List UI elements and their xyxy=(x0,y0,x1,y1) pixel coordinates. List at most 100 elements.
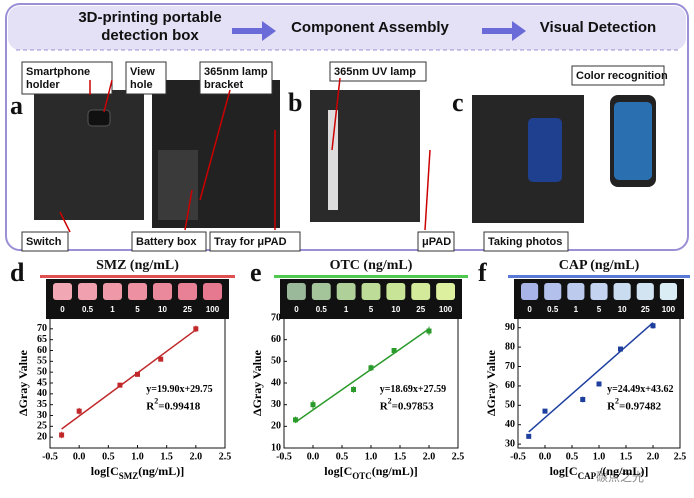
callout-label: bracket xyxy=(204,79,243,91)
x-tick-label: 0.5 xyxy=(102,451,115,462)
callout-label: 365nm UV lamp xyxy=(334,66,416,78)
x-axis-label-part: CAP xyxy=(578,471,597,481)
swatch-label: 5 xyxy=(369,305,374,314)
callout-box xyxy=(209,231,301,252)
r-squared-part: R xyxy=(607,400,616,412)
swatch-label: 25 xyxy=(641,305,650,314)
swatch-label: 1 xyxy=(110,305,115,314)
y-tick-label: 50 xyxy=(271,356,281,367)
y-tick-label: 90 xyxy=(505,322,515,333)
panel-letter: c xyxy=(452,88,464,117)
swatch xyxy=(386,283,406,300)
y-tick-label: 50 xyxy=(37,366,47,377)
watermark: 碳点之光 xyxy=(596,470,644,484)
y-tick-label: 50 xyxy=(505,400,515,411)
pointer xyxy=(59,211,71,233)
swatch-label: 100 xyxy=(662,305,676,314)
step-title: detection box xyxy=(101,27,199,44)
swatch-label: 0.5 xyxy=(82,305,94,314)
swatch xyxy=(103,283,122,300)
x-tick-label: -0.5 xyxy=(42,451,58,462)
x-tick-label: 1.5 xyxy=(160,451,173,462)
y-tick-label: 55 xyxy=(37,356,47,367)
swatch-label: 100 xyxy=(206,305,220,314)
y-axis-label: ΔGray Value xyxy=(484,349,498,416)
swatch-label: 5 xyxy=(135,305,140,314)
x-tick-label: 1.5 xyxy=(620,451,633,462)
x-tick-label: 0.5 xyxy=(336,451,349,462)
callout-box xyxy=(571,65,665,86)
y-tick-label: 40 xyxy=(271,377,281,388)
swatch xyxy=(153,283,172,300)
y-tick-label: 45 xyxy=(37,377,47,388)
x-tick-label: 0.0 xyxy=(307,451,320,462)
swatch xyxy=(178,283,197,300)
y-tick-label: 80 xyxy=(505,341,515,352)
swatch xyxy=(613,283,631,300)
x-tick-label: 2.0 xyxy=(190,451,203,462)
chart-title: OTC (ng/mL) xyxy=(330,258,413,273)
x-tick-label: 2.5 xyxy=(674,451,687,462)
r-squared: R2=0.97853 xyxy=(380,397,434,412)
y-tick-label: 60 xyxy=(505,380,515,391)
y-axis-label: ΔGray Value xyxy=(16,349,30,416)
callout-label: Switch xyxy=(26,236,62,248)
swatch xyxy=(361,283,381,300)
y-tick-label: 70 xyxy=(37,323,47,334)
r-squared-part: R xyxy=(146,400,155,412)
r-squared-part: 2 xyxy=(388,397,392,406)
swatch xyxy=(336,283,356,300)
swatch xyxy=(636,283,654,300)
x-axis-label-part: SMZ xyxy=(119,471,139,481)
callout-label: View xyxy=(130,66,155,78)
point xyxy=(59,432,65,438)
pointer xyxy=(199,89,231,201)
x-tick-label: 1.5 xyxy=(394,451,407,462)
pointer xyxy=(184,189,193,231)
swatch xyxy=(53,283,72,300)
swatch xyxy=(544,283,562,300)
y-tick-label: 65 xyxy=(37,334,47,345)
swatch-label: 100 xyxy=(439,305,453,314)
y-tick-label: 60 xyxy=(37,345,47,356)
point xyxy=(596,381,602,387)
swatch-label: 10 xyxy=(618,305,627,314)
x-axis-label: log[CSMZ(ng/mL)] xyxy=(91,464,185,481)
x-tick-label: 0.0 xyxy=(539,451,552,462)
uv-lamp xyxy=(328,110,338,210)
point xyxy=(293,417,299,423)
x-tick-label: 0.5 xyxy=(566,451,579,462)
banner-head xyxy=(8,6,686,50)
r-squared-part: =0.97482 xyxy=(619,400,662,412)
y-tick-label: 20 xyxy=(37,431,47,442)
swatch-label: 0 xyxy=(60,305,65,314)
equation: y=24.49x+43.62 xyxy=(607,384,673,395)
panel-letter: e xyxy=(250,258,262,287)
callout-label: hole xyxy=(130,79,153,91)
callout-box xyxy=(21,61,113,95)
step-title: Visual Detection xyxy=(540,19,656,36)
y-tick-label: 30 xyxy=(505,438,515,449)
equation: y=18.69x+27.59 xyxy=(380,384,446,395)
title-band xyxy=(40,275,235,278)
x-axis-label: log[CCAP /(ng/mL)] xyxy=(550,464,649,481)
x-tick-label: 1.0 xyxy=(131,451,144,462)
y-tick-label: 25 xyxy=(37,421,47,432)
door xyxy=(158,150,198,220)
fit-line xyxy=(528,322,654,433)
swatch-label: 0 xyxy=(294,305,299,314)
callout-box xyxy=(21,231,69,252)
swatch-label: 0.5 xyxy=(547,305,559,314)
step-title: Component Assembly xyxy=(291,19,449,36)
pointer xyxy=(103,79,113,113)
swatch xyxy=(436,283,455,300)
swatch xyxy=(411,283,431,300)
x-axis-label-part: (ng/mL)] xyxy=(138,464,184,478)
x-axis-label-part: log[C xyxy=(550,464,578,478)
panel-letter: a xyxy=(10,91,23,120)
callout-label: 365nm lamp xyxy=(204,66,268,78)
phone-screen xyxy=(528,118,562,182)
panel-letter: d xyxy=(10,258,25,287)
point xyxy=(310,402,316,408)
